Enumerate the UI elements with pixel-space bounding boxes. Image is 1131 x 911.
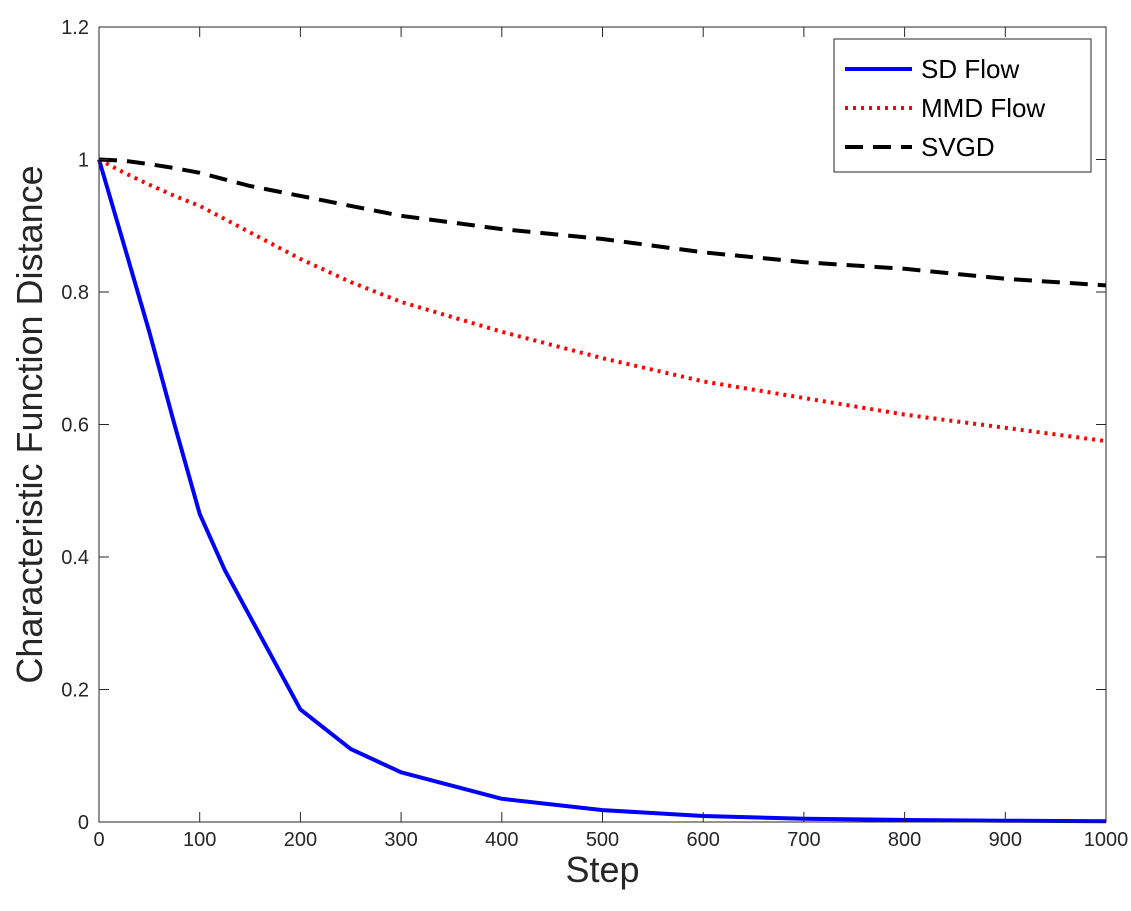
x-axis-title: Step — [565, 849, 639, 890]
y-tick-label: 0.2 — [61, 680, 89, 702]
x-tick-label: 0 — [93, 829, 104, 851]
x-tick-label: 1000 — [1084, 829, 1129, 851]
y-tick-label: 0 — [78, 812, 89, 834]
series-line-2 — [98, 157, 1107, 444]
x-tick-label: 600 — [687, 829, 720, 851]
x-tick-label: 500 — [586, 829, 619, 851]
x-tick-label: 800 — [888, 829, 921, 851]
legend-label-3: SVGD — [921, 132, 995, 162]
legend-box — [833, 38, 1092, 173]
y-tick-label: 0.6 — [61, 415, 89, 437]
y-tick-label: 1.2 — [61, 17, 89, 39]
x-tick-label: 200 — [284, 829, 317, 851]
x-tick-label: 900 — [989, 829, 1022, 851]
plot-lines — [97, 157, 1107, 824]
y-tick-label: 0.8 — [61, 282, 89, 304]
y-tick-label: 1 — [78, 150, 89, 172]
axis-ticks: 0 100 200 300 400 500 600 700 800 900 1000 0 0.2 0.4 0… — [61, 17, 1128, 851]
y-tick-label: 0.4 — [61, 547, 89, 569]
legend-label-1: SD Flow — [921, 54, 1019, 84]
series-line-3 — [98, 157, 1107, 288]
legend-label-2: MMD Flow — [921, 93, 1045, 123]
y-axis-title: Characteristic Function Distance — [9, 165, 50, 683]
series-line-1 — [97, 158, 1107, 824]
legend: SD Flow MMD Flow SVGD — [833, 38, 1092, 173]
x-tick-label: 100 — [183, 829, 216, 851]
x-tick-label: 300 — [384, 829, 417, 851]
x-tick-label: 400 — [485, 829, 518, 851]
x-tick-label: 700 — [787, 829, 820, 851]
